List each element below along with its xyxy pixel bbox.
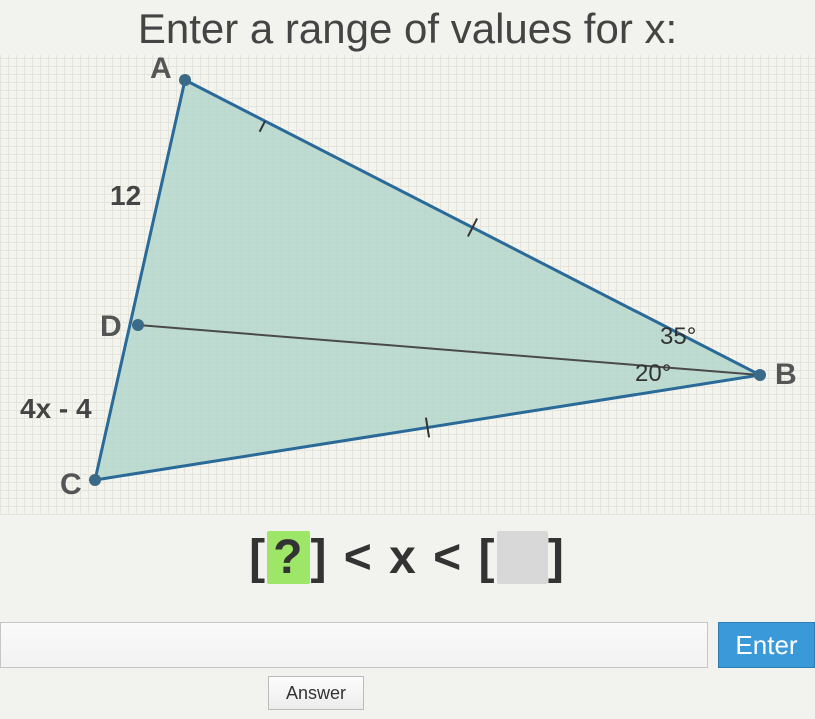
answer-button[interactable]: Answer (268, 676, 364, 710)
vertex-label-c: C (60, 468, 82, 502)
vertex-label-b: B (775, 358, 797, 392)
bracket-open-lower: [ (249, 531, 267, 584)
upper-bound-placeholder[interactable] (497, 531, 548, 584)
inequality-text: < x < (344, 531, 463, 584)
vertex-label-d: D (100, 310, 122, 344)
answer-input[interactable] (0, 622, 708, 668)
enter-button[interactable]: Enter (718, 622, 815, 668)
bracket-close-lower: ] (310, 531, 328, 584)
lower-bound-placeholder[interactable]: ? (267, 531, 310, 584)
bracket-close-upper: ] (548, 531, 566, 584)
angle-label-dbc: 20° (635, 360, 671, 388)
side-label-dc: 4x - 4 (20, 393, 92, 425)
question-title: Enter a range of values for x: (0, 5, 815, 53)
side-label-ad: 12 (110, 180, 141, 212)
angle-label-abd: 35° (660, 323, 696, 351)
vertex-label-a: A (150, 52, 172, 86)
answer-expression: [?] < x < [ ] (0, 530, 815, 585)
bracket-open-upper: [ (479, 531, 497, 584)
triangle-diagram (0, 55, 815, 515)
